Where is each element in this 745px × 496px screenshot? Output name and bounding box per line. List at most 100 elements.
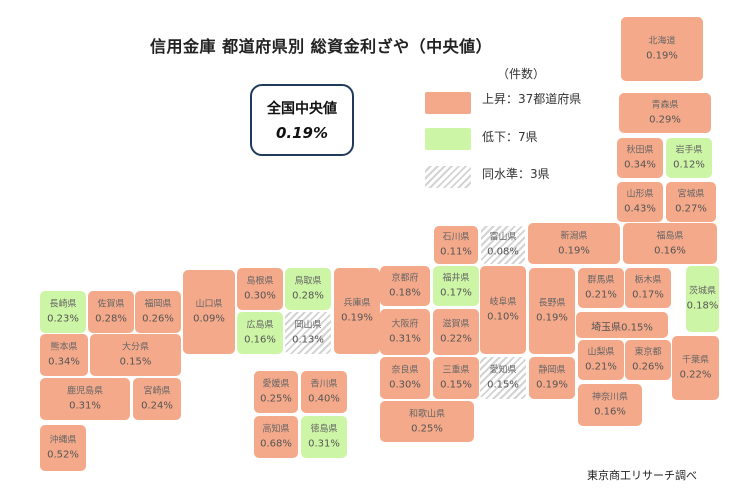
prefecture-rate: 0.15%	[119, 356, 152, 368]
prefecture-rate: 0.29%	[649, 114, 681, 126]
national-median-value: 0.19%	[275, 124, 329, 142]
prefecture-東京都: 東京都 0.26%	[625, 340, 671, 380]
prefecture-rate: 0.21%	[585, 361, 617, 373]
prefecture-rate: 0.22%	[440, 333, 472, 345]
prefecture-rate: 0.23%	[47, 313, 79, 325]
prefecture-北海道: 北海道 0.19%	[621, 17, 703, 81]
prefecture-name: 三重県	[442, 365, 470, 376]
prefecture-茨城県: 茨城県 0.18%	[686, 266, 719, 332]
prefecture-name: 大阪府	[391, 319, 419, 330]
prefecture-群馬県: 群馬県 0.21%	[578, 268, 624, 308]
prefecture-name: 富山県	[489, 232, 517, 243]
prefecture-rate: 0.16%	[594, 406, 626, 418]
legend-unit: （件数）	[497, 67, 546, 81]
prefecture-長野県: 長野県 0.19%	[529, 268, 575, 354]
prefecture-name: 沖縄県	[49, 435, 77, 446]
prefecture-大分県: 大分県 0.15%	[90, 334, 181, 376]
prefecture-name: 高知県	[262, 424, 290, 435]
prefecture-京都府: 京都府 0.18%	[380, 266, 430, 306]
prefecture-rate: 0.26%	[632, 361, 664, 373]
prefecture-rate: 0.31%	[69, 400, 101, 412]
prefecture-新潟県: 新潟県 0.19%	[528, 223, 620, 264]
prefecture-name: 新潟県	[560, 231, 588, 241]
prefecture-rate: 0.31%	[389, 333, 421, 345]
prefecture-rate: 0.30%	[244, 290, 276, 302]
prefecture-rate: 0.08%	[487, 246, 519, 258]
prefecture-鳥取県: 鳥取県 0.28%	[285, 268, 331, 310]
prefecture-name: 長野県	[538, 298, 566, 309]
prefecture-name: 京都府	[391, 273, 419, 284]
prefecture-name: 広島県	[246, 320, 274, 331]
prefecture-name: 宮崎県	[143, 386, 171, 397]
prefecture-rate: 0.22%	[679, 369, 712, 381]
prefecture-rate: 0.34%	[624, 159, 656, 171]
legend-swatch-down	[425, 128, 471, 150]
prefecture-rate: 0.19%	[536, 379, 568, 391]
prefecture-栃木県: 栃木県 0.17%	[625, 268, 671, 308]
prefecture-name: 石川県	[442, 232, 470, 243]
prefecture-name: 福井県	[442, 273, 470, 284]
prefecture-香川県: 香川県 0.40%	[301, 371, 347, 413]
prefecture-name: 山形県	[626, 189, 654, 200]
prefecture-山形県: 山形県 0.43%	[617, 182, 663, 222]
prefecture-三重県: 三重県 0.15%	[433, 357, 479, 399]
prefecture-岡山県: 岡山県 0.13%	[285, 312, 331, 354]
prefecture-name: 静岡県	[538, 365, 566, 376]
prefecture-rate: 0.17%	[440, 287, 472, 299]
prefecture-rate: 0.43%	[624, 203, 656, 215]
legend-swatch-up	[425, 92, 471, 114]
national-median-label: 全国中央値	[267, 101, 337, 117]
prefecture-大阪府: 大阪府 0.31%	[380, 309, 430, 355]
prefecture-name: 千葉県	[681, 355, 709, 366]
prefecture-佐賀県: 佐賀県 0.28%	[88, 291, 134, 333]
prefecture-rate: 0.24%	[141, 400, 173, 412]
legend-label-down: 低下：7県	[482, 130, 538, 144]
prefecture-rate: 0.30%	[389, 379, 421, 391]
prefecture-name: 佐賀県	[97, 299, 125, 310]
prefecture-静岡県: 静岡県 0.19%	[529, 357, 575, 399]
prefecture-富山県: 富山県 0.08%	[481, 226, 525, 264]
prefecture-name: 埼玉県	[591, 322, 622, 334]
prefecture-name: 宮城県	[677, 189, 705, 200]
prefecture-rate: 0.27%	[675, 203, 707, 215]
legend-swatch-same	[425, 166, 471, 188]
prefecture-rate: 0.34%	[48, 356, 80, 368]
prefecture-千葉県: 千葉県 0.22%	[672, 336, 719, 400]
prefecture-name: 和歌山県	[408, 409, 445, 419]
prefecture-name: 滋賀県	[442, 319, 470, 330]
prefecture-name: 福岡県	[144, 299, 172, 310]
prefecture-愛知県: 愛知県 0.15%	[480, 357, 526, 399]
prefecture-name: 大分県	[121, 342, 149, 353]
prefecture-rate: 0.31%	[308, 438, 340, 450]
prefecture-rate: 0.21%	[585, 289, 617, 301]
prefecture-rate: 0.10%	[487, 311, 519, 323]
prefecture-name: 徳島県	[310, 424, 338, 435]
prefecture-rate: 0.18%	[389, 287, 421, 299]
prefecture-rate: 0.15%	[440, 379, 472, 391]
prefecture-name: 福島県	[656, 231, 684, 241]
prefecture-愛媛県: 愛媛県 0.25%	[254, 371, 298, 413]
prefecture-rate: 0.19%	[558, 245, 590, 256]
prefecture-name: 岩手県	[675, 145, 703, 156]
prefecture-name: 岡山県	[294, 320, 322, 331]
prefecture-name: 香川県	[310, 379, 338, 390]
prefecture-rate: 0.28%	[95, 313, 127, 325]
prefecture-name: 愛媛県	[262, 379, 290, 390]
prefecture-rate: 0.28%	[292, 290, 324, 302]
prefecture-rate: 0.25%	[260, 393, 292, 405]
prefecture-name: 山梨県	[587, 347, 615, 358]
prefecture-name: 山口県	[195, 299, 223, 310]
prefecture-name: 神奈川県	[591, 392, 628, 403]
prefecture-rate: 0.16%	[654, 245, 686, 256]
prefecture-宮崎県: 宮崎県 0.24%	[133, 378, 181, 420]
prefecture-rate: 0.18%	[686, 300, 719, 312]
prefecture-沖縄県: 沖縄県 0.52%	[40, 425, 86, 471]
legend-label-same: 同水準：3県	[482, 167, 550, 181]
page-title: 信用金庫 都道府県別 総資金利ざや（中央値）	[150, 37, 493, 56]
prefecture-秋田県: 秋田県 0.34%	[617, 138, 663, 178]
prefecture-宮城県: 宮城県 0.27%	[666, 182, 716, 222]
prefecture-rate: 0.19%	[536, 312, 568, 324]
prefecture-rate: 0.13%	[292, 334, 324, 346]
prefecture-福井県: 福井県 0.17%	[433, 266, 479, 306]
prefecture-岐阜県: 岐阜県 0.10%	[480, 266, 526, 354]
